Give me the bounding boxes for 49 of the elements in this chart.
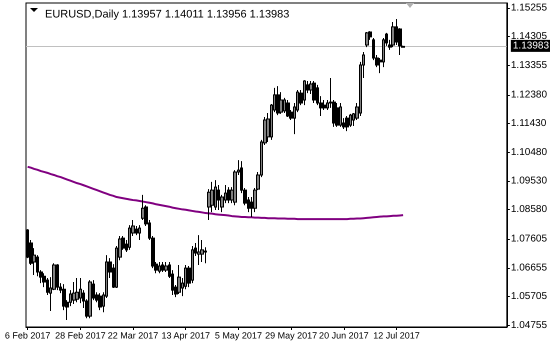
x-tick-label: 22 Mar 2017 [108, 330, 158, 340]
ref-line-label: 1.13983 [512, 40, 550, 52]
candlestick [339, 102, 342, 128]
x-tick-label: 29 May 2017 [265, 330, 318, 340]
candlestick [391, 22, 395, 48]
y-tick-label: 1.15255 [510, 2, 548, 14]
y-tick-label: 1.06655 [510, 262, 548, 274]
candlestick [312, 80, 316, 104]
candlestick [72, 281, 76, 305]
x-tick-label: 12 Jul 2017 [373, 330, 420, 340]
line-series [26, 166, 404, 220]
candlestick [217, 184, 220, 211]
candlestick [335, 102, 339, 128]
candlestick [286, 100, 290, 118]
candlestick [276, 86, 280, 116]
candlestick [349, 113, 352, 128]
candlestick [365, 32, 369, 48]
candlestick [345, 116, 349, 132]
candlestick [227, 186, 230, 204]
candlestick [177, 264, 181, 295]
candlestick [191, 246, 194, 284]
y-tick-label: 1.10480 [510, 146, 548, 158]
y-tick-label: 1.08580 [510, 204, 548, 216]
y-tick-label: 1.12380 [510, 89, 548, 100]
y-tick-label: 1.05705 [510, 291, 548, 302]
candlestick [161, 262, 164, 272]
candlestick [214, 180, 217, 211]
text: EURUSD,Daily 1.13957 1.14011 1.13956 1.13983 [45, 8, 290, 20]
candlestick [75, 278, 79, 303]
y-tick-label: 1.07605 [510, 234, 548, 245]
candlestick [98, 292, 102, 311]
candlestick [200, 239, 204, 263]
x-tick-label: 6 Feb 2017 [4, 330, 50, 340]
candlestick [138, 224, 141, 240]
y-tick-label: 1.14305 [510, 31, 548, 42]
x-tick-label: 28 Feb 2017 [55, 330, 106, 340]
candlestick [197, 234, 201, 266]
candlestick [79, 278, 82, 304]
y-tick-label: 1.04755 [510, 320, 548, 331]
y-tick-label: 1.13355 [510, 60, 548, 71]
candlestick [56, 264, 59, 291]
y-tick-label: 1.09530 [510, 176, 548, 187]
x-tick-label: 5 May 2017 [214, 330, 262, 340]
candlestick [303, 80, 306, 106]
candlestick [158, 262, 161, 274]
candlestick [88, 280, 92, 319]
x-tick-label: 20 Jun 2017 [319, 330, 369, 340]
x-tick-label: 13 Apr 2017 [161, 330, 210, 340]
y-tick-label: 1.11430 [510, 118, 547, 130]
